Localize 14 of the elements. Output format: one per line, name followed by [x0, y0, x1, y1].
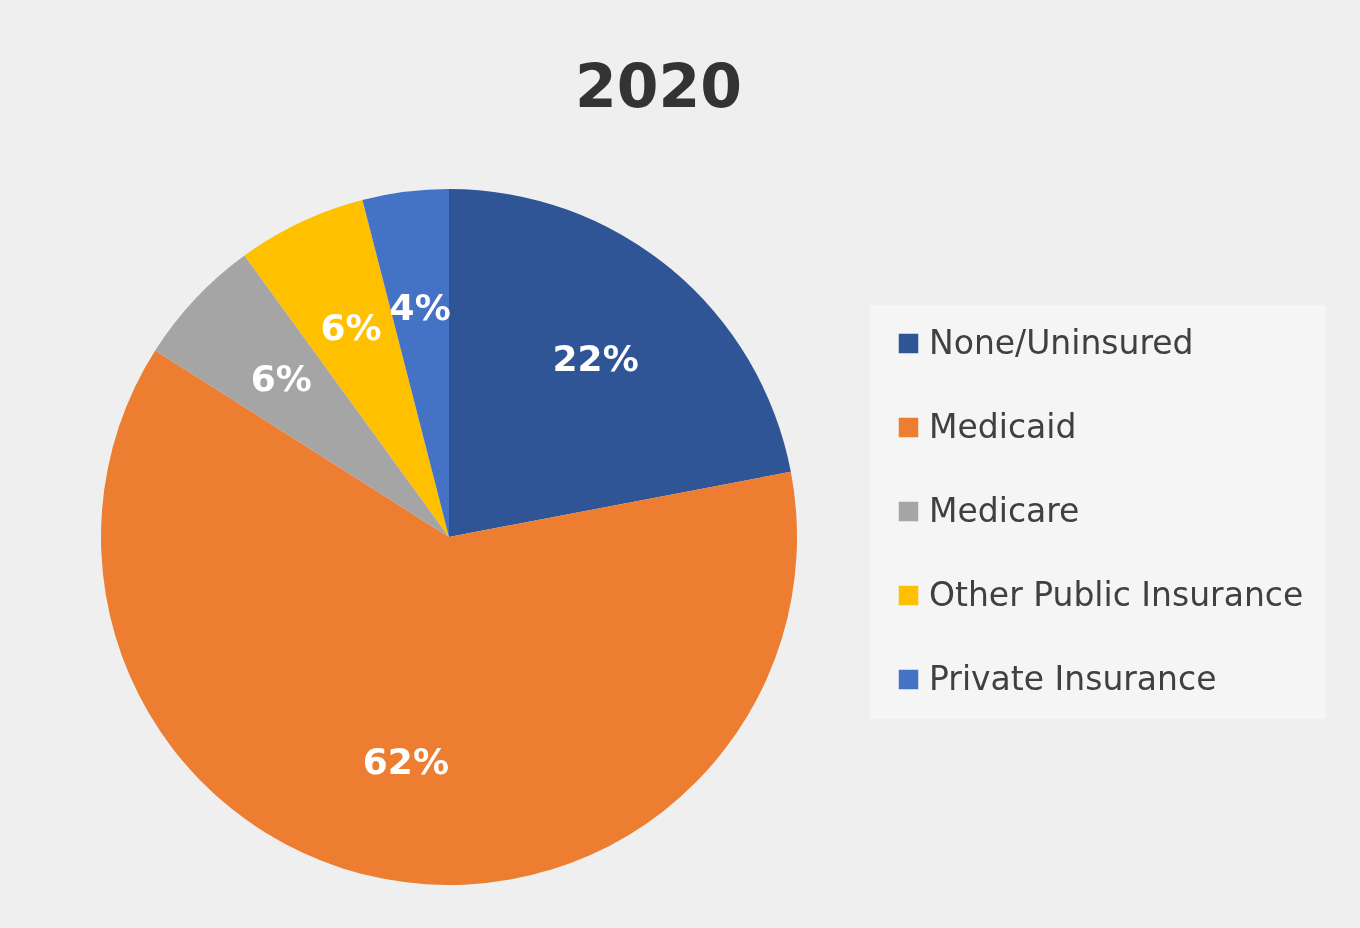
pie-slice — [449, 189, 791, 537]
data-label: 6% — [320, 306, 382, 348]
legend-label: Medicaid — [929, 406, 1077, 446]
legend-label: Other Public Insurance — [929, 574, 1304, 614]
pie-slice — [244, 199, 449, 537]
data-label: 6% — [250, 357, 312, 399]
data-label: 4% — [389, 286, 451, 328]
legend-label: None/Uninsured — [929, 322, 1194, 362]
chart-title: 2020 — [575, 51, 742, 121]
pie-slice — [155, 255, 449, 537]
data-label: 22% — [552, 337, 639, 379]
legend-label: Medicare — [929, 490, 1080, 530]
data-label: 62% — [362, 740, 449, 782]
legend-label: Private Insurance — [929, 658, 1217, 698]
